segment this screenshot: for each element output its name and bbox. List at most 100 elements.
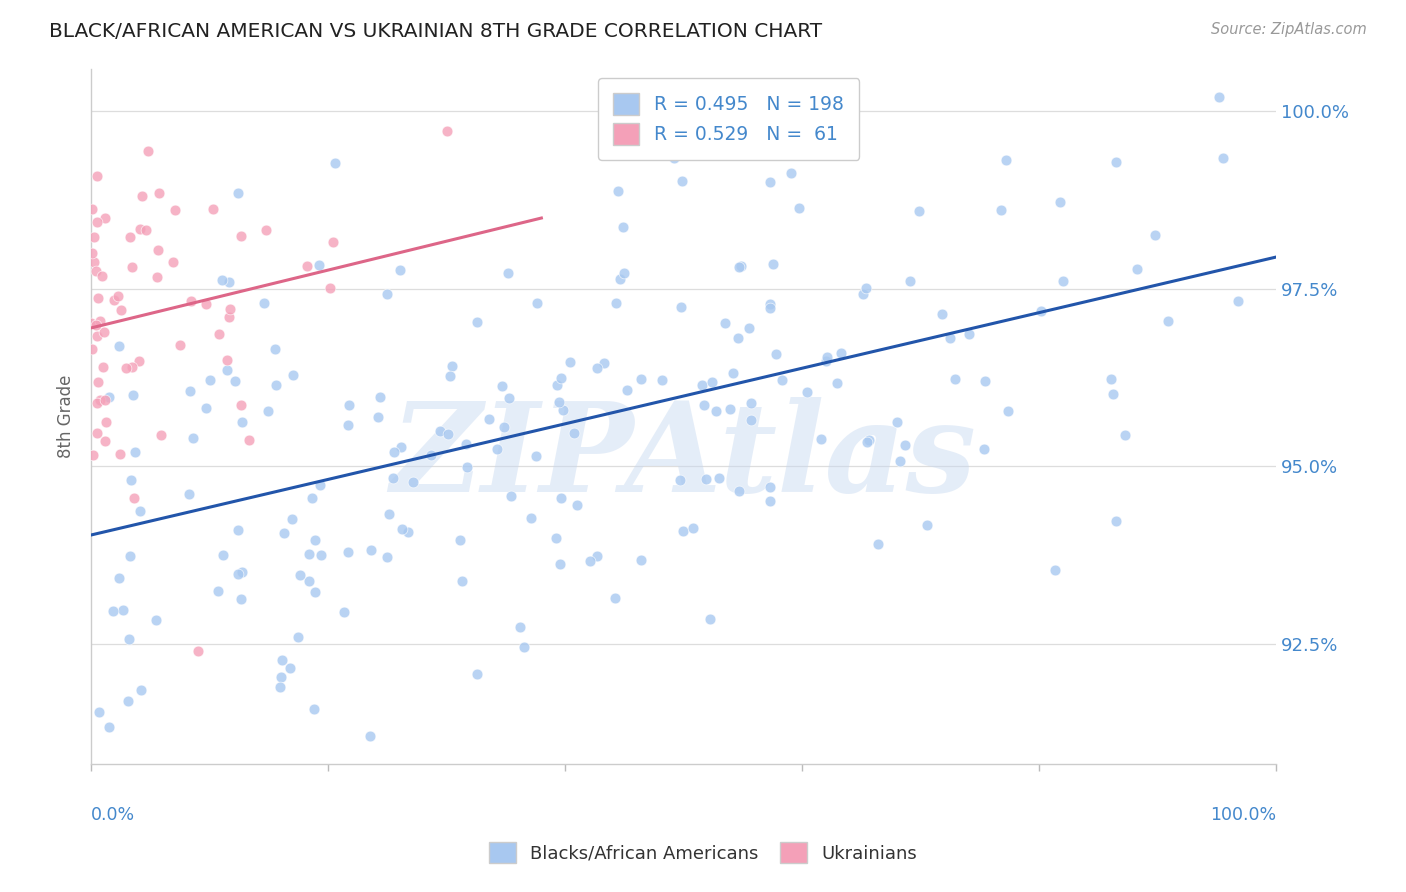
Text: 0.0%: 0.0%: [91, 806, 135, 824]
Point: [107, 289, 129, 303]
Point: [550, 371, 572, 385]
Point: [298, 547, 321, 561]
Point: [93, 211, 115, 225]
Point: [187, 643, 209, 657]
Point: [858, 433, 880, 447]
Point: [226, 567, 249, 582]
Point: [759, 301, 782, 315]
Point: [129, 682, 152, 697]
Point: [669, 300, 692, 314]
Point: [135, 222, 157, 236]
Point: [112, 603, 135, 617]
Point: [593, 356, 616, 370]
Point: [138, 144, 160, 158]
Point: [1099, 372, 1122, 386]
Point: [200, 373, 222, 387]
Point: [94, 416, 117, 430]
Point: [429, 424, 451, 438]
Point: [207, 326, 229, 341]
Point: [609, 272, 631, 286]
Point: [548, 395, 571, 409]
Point: [382, 445, 405, 459]
Point: [465, 315, 488, 329]
Point: [211, 549, 233, 563]
Point: [630, 553, 652, 567]
Point: [718, 402, 741, 417]
Point: [492, 419, 515, 434]
Point: [465, 666, 488, 681]
Point: [740, 413, 762, 427]
Point: [578, 554, 600, 568]
Point: [973, 375, 995, 389]
Point: [814, 354, 837, 368]
Point: [740, 396, 762, 410]
Point: [605, 295, 627, 310]
Point: [122, 491, 145, 505]
Point: [378, 507, 401, 521]
Point: [298, 574, 321, 589]
Point: [97, 390, 120, 404]
Point: [280, 661, 302, 675]
Point: [1227, 293, 1250, 308]
Point: [202, 202, 225, 217]
Text: Source: ZipAtlas.com: Source: ZipAtlas.com: [1211, 22, 1367, 37]
Point: [84, 264, 107, 278]
Point: [382, 471, 405, 485]
Point: [1105, 154, 1128, 169]
Point: [148, 186, 170, 201]
Point: [908, 204, 931, 219]
Point: [87, 705, 110, 719]
Point: [162, 255, 184, 269]
Point: [83, 255, 105, 269]
Point: [146, 244, 169, 258]
Point: [110, 303, 132, 318]
Point: [207, 583, 229, 598]
Point: [217, 363, 239, 377]
Point: [704, 404, 727, 418]
Point: [1029, 304, 1052, 318]
Point: [93, 392, 115, 407]
Point: [544, 531, 567, 545]
Point: [86, 329, 108, 343]
Point: [626, 121, 648, 136]
Point: [449, 533, 471, 547]
Point: [254, 223, 277, 237]
Point: [80, 316, 103, 330]
Point: [145, 613, 167, 627]
Point: [84, 318, 107, 332]
Point: [177, 487, 200, 501]
Point: [758, 175, 780, 189]
Point: [586, 361, 609, 376]
Point: [215, 353, 238, 368]
Point: [478, 412, 501, 426]
Point: [499, 489, 522, 503]
Point: [273, 525, 295, 540]
Point: [995, 153, 1018, 168]
Point: [211, 273, 233, 287]
Point: [118, 632, 141, 646]
Point: [124, 445, 146, 459]
Legend: R = 0.495   N = 198, R = 0.529   N =  61: R = 0.495 N = 198, R = 0.529 N = 61: [598, 78, 859, 160]
Point: [375, 286, 398, 301]
Point: [737, 320, 759, 334]
Point: [419, 448, 441, 462]
Point: [270, 670, 292, 684]
Point: [671, 174, 693, 188]
Point: [700, 375, 723, 389]
Point: [852, 287, 875, 301]
Point: [612, 220, 634, 235]
Point: [90, 268, 112, 283]
Point: [728, 484, 751, 499]
Point: [526, 295, 548, 310]
Point: [855, 280, 877, 294]
Point: [103, 604, 125, 618]
Point: [89, 313, 111, 327]
Point: [309, 548, 332, 562]
Point: [180, 294, 202, 309]
Point: [915, 518, 938, 533]
Point: [281, 368, 304, 382]
Point: [699, 612, 721, 626]
Point: [80, 342, 103, 356]
Point: [498, 392, 520, 406]
Point: [886, 415, 908, 429]
